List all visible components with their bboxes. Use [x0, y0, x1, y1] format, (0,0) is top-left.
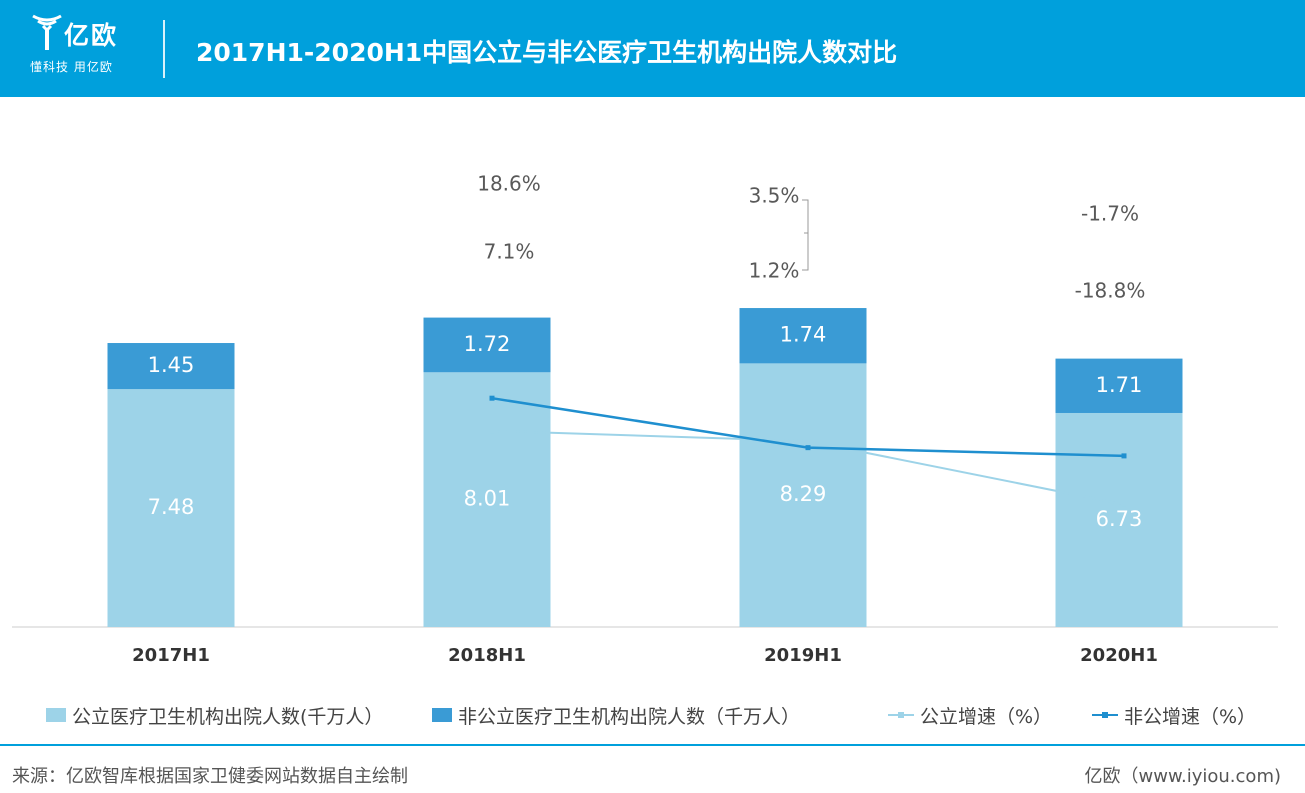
header-bar: 亿欧 懂科技 用亿欧 2017H1-2020H1中国公立与非公医疗卫生机构出院人… — [0, 0, 1305, 97]
bar-public-2017H1 — [107, 389, 235, 627]
chart-title: 2017H1-2020H1中国公立与非公医疗卫生机构出院人数对比 — [196, 38, 898, 67]
bar-label-private-2017H1: 1.45 — [148, 353, 195, 377]
x-tick-2020H1: 2020H1 — [1080, 645, 1158, 666]
line-label-public-2019H1: 3.5% — [749, 184, 800, 208]
legend-public-bar-label: 公立医疗卫生机构出院人数(千万人） — [72, 705, 384, 728]
bar-label-public-2020H1: 6.73 — [1096, 507, 1143, 531]
point-public-2019H1 — [805, 438, 811, 444]
point-private-2018H1 — [489, 395, 495, 401]
legend-public-line-key — [888, 708, 914, 722]
legend-private-line-key — [1092, 708, 1118, 722]
legend-public-bar-swatch — [46, 708, 66, 722]
bar-label-private-2018H1: 1.72 — [464, 332, 511, 356]
line-label-private-2019H1: 1.2% — [749, 259, 800, 283]
legend-private-bar[interactable]: 非公立医疗卫生机构出院人数（千万人） — [432, 700, 800, 730]
bar-label-public-2019H1: 8.29 — [780, 482, 827, 506]
line-label-public-2020H1: -18.8% — [1075, 279, 1146, 303]
logo-slogan: 懂科技 用亿欧 — [30, 60, 113, 74]
bar-public-2019H1 — [739, 363, 867, 627]
bar-public-2020H1 — [1055, 412, 1183, 627]
point-public-2020H1 — [1121, 501, 1127, 507]
line-label-public-2018H1: 7.1% — [484, 240, 535, 264]
bar-private-2018H1 — [423, 317, 551, 373]
legend-private-bar-label: 非公立医疗卫生机构出院人数（千万人） — [458, 705, 801, 728]
bar-public-2018H1 — [423, 372, 551, 627]
legend-private-line-label: 非公增速（%） — [1124, 705, 1257, 728]
yiou-logo[interactable]: 亿欧 懂科技 用亿欧 — [30, 12, 140, 84]
bar-label-private-2020H1: 1.71 — [1096, 373, 1143, 397]
bar-private-2019H1 — [739, 308, 867, 364]
footer-divider — [0, 744, 1305, 746]
leader-2019H1 — [802, 199, 809, 271]
x-tick-2017H1: 2017H1 — [132, 645, 210, 666]
brand-footer: 亿欧（www.iyiou.com) — [1084, 766, 1282, 787]
yiou-logo-icon — [32, 14, 62, 50]
legend-public-line[interactable]: 公立增速（%） — [888, 700, 1052, 730]
header-divider — [163, 20, 165, 78]
logo-text: 亿欧 — [64, 21, 119, 50]
legend-private-line[interactable]: 非公增速（%） — [1092, 700, 1256, 730]
point-private-2020H1 — [1121, 453, 1127, 459]
line-label-private-2018H1: 18.6% — [477, 172, 541, 196]
bar-label-public-2018H1: 8.01 — [464, 487, 511, 511]
x-tick-2019H1: 2019H1 — [764, 645, 842, 666]
legend-public-line-label: 公立增速（%） — [920, 705, 1053, 728]
bar-label-private-2019H1: 1.74 — [780, 323, 827, 347]
legend-private-bar-swatch — [432, 708, 452, 722]
line-label-private-2020H1: -1.7% — [1081, 202, 1139, 226]
point-public-2018H1 — [489, 428, 495, 434]
bar-private-2017H1 — [107, 343, 235, 390]
legend-public-bar[interactable]: 公立医疗卫生机构出院人数(千万人） — [46, 700, 383, 730]
bar-label-public-2017H1: 7.48 — [148, 495, 195, 519]
chart-canvas: 7.48 1.45 2017H1 8.01 1.72 2018H1 8.29 1.74 2019… — [12, 172, 1278, 666]
source-note: 来源：亿欧智库根据国家卫健委网站数据自主绘制 — [12, 766, 408, 787]
bar-private-2020H1 — [1055, 358, 1183, 413]
point-private-2019H1 — [805, 445, 811, 451]
x-tick-2018H1: 2018H1 — [448, 645, 526, 666]
